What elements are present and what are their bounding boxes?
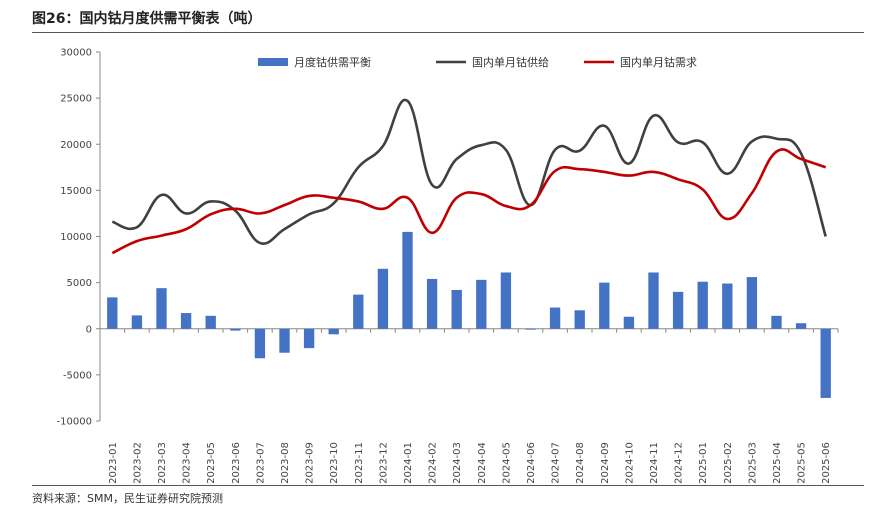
balance-bar	[525, 328, 536, 330]
x-tick-label: 2023-09	[305, 442, 316, 484]
y-tick-label: 5000	[67, 278, 92, 289]
balance-bar	[353, 294, 364, 329]
balance-bar	[549, 307, 561, 329]
axis-layer: -10000 -5000 0 5000 10000 15000 20000 25000 3000…	[57, 48, 839, 428]
legend-item-supply-label: 国内单月钴供给	[472, 55, 549, 69]
legend-item-balance-swatch	[258, 58, 288, 66]
x-tick-label: 2023-05	[206, 442, 217, 484]
balance-bar	[303, 328, 315, 349]
y-tick-label: 20000	[60, 140, 92, 151]
y-tick-label: 25000	[60, 94, 92, 105]
demand-line	[111, 148, 827, 255]
x-tick-label: 2025-01	[698, 442, 709, 484]
x-tick-label: 2023-10	[329, 442, 340, 484]
y-tick-label: 0	[86, 324, 92, 335]
x-tick-label: 2024-09	[600, 442, 611, 484]
x-tick-label: 2023-01	[108, 442, 119, 484]
x-tick-label: 2025-05	[797, 442, 808, 484]
legend-item-balance-label: 月度钴供需平衡	[294, 55, 371, 69]
x-tick-label: 2023-11	[354, 442, 365, 484]
balance-bar	[377, 268, 389, 329]
title-rule	[32, 32, 864, 33]
y-tick-label: 15000	[60, 186, 92, 197]
balance-bar	[697, 281, 708, 329]
x-tick-label: 2025-04	[772, 442, 783, 484]
balance-bar	[476, 279, 487, 329]
x-tick-label: 2023-07	[255, 442, 266, 484]
balance-bar	[230, 328, 241, 331]
x-tick-label: 2024-02	[428, 442, 439, 484]
balance-bar	[131, 315, 143, 329]
balance-bar	[648, 272, 659, 329]
balance-bar	[672, 291, 684, 329]
x-tick-label: 2023-08	[280, 442, 291, 484]
y-tick-label: 10000	[60, 232, 92, 243]
y-tick-label: 30000	[60, 48, 92, 59]
supply-line	[111, 98, 827, 245]
bar-layer	[107, 231, 831, 398]
x-tick-label: 2024-08	[575, 442, 586, 484]
balance-bar	[451, 290, 462, 329]
x-tick-label: 2024-10	[624, 442, 635, 484]
x-tick-layer: 2023-01 2023-02 2023-03 2023-04 2023-05 2023-…	[108, 442, 832, 484]
balance-bar	[599, 282, 610, 329]
balance-bar	[795, 323, 807, 329]
x-tick-label: 2024-01	[403, 442, 414, 484]
legend-item-demand-label: 国内单月钴需求	[620, 55, 697, 69]
x-tick-label: 2023-03	[157, 442, 168, 484]
balance-bar	[574, 310, 585, 329]
line-layer	[111, 98, 827, 255]
balance-bar	[254, 328, 266, 359]
balance-bar	[500, 272, 512, 329]
balance-bar	[623, 316, 635, 329]
chart-title: 图26：国内钴月度供需平衡表（吨）	[32, 11, 262, 27]
x-tick-label: 2023-04	[182, 442, 193, 484]
x-tick-label: 2025-03	[747, 442, 758, 484]
balance-bar	[722, 283, 733, 329]
x-tick-label: 2024-03	[452, 442, 463, 484]
x-tick-label: 2023-06	[231, 442, 242, 484]
balance-bar	[279, 328, 290, 353]
x-tick-label: 2025-06	[821, 442, 832, 484]
balance-bar	[820, 328, 831, 398]
balance-bar	[205, 315, 216, 329]
balance-bar	[156, 288, 167, 329]
footer-rule	[32, 485, 864, 486]
x-tick-label: 2023-12	[378, 442, 389, 484]
y-tick-label: -5000	[63, 370, 92, 381]
x-tick-label: 2024-12	[674, 442, 685, 484]
x-tick-label: 2025-02	[723, 442, 734, 484]
balance-bar	[180, 313, 192, 329]
x-tick-label: 2024-05	[501, 442, 512, 484]
balance-bar	[746, 277, 758, 329]
balance-bar	[107, 297, 118, 329]
balance-bar	[426, 278, 438, 329]
x-tick-label: 2024-04	[477, 442, 488, 484]
legend: 月度钴供需平衡 国内单月钴供给 国内单月钴需求	[258, 55, 697, 69]
x-tick-label: 2024-07	[551, 442, 562, 484]
x-tick-label: 2024-11	[649, 442, 660, 484]
y-tick-label: -10000	[57, 417, 92, 428]
balance-bar	[771, 315, 782, 329]
x-tick-label: 2024-06	[526, 442, 537, 484]
balance-bar	[402, 231, 413, 329]
balance-bar	[328, 328, 339, 335]
x-tick-label: 2023-02	[132, 442, 143, 484]
source-note: 资料来源：SMM，民生证券研究院预测	[32, 492, 223, 505]
